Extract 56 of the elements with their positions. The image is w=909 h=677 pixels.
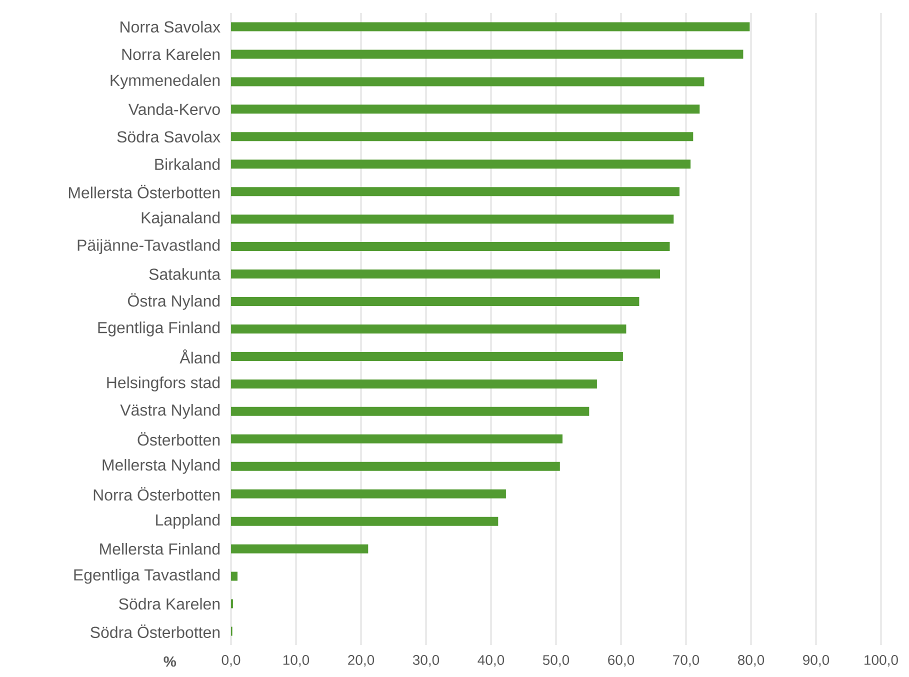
y-tick-label: Birkaland bbox=[155, 158, 220, 170]
bar bbox=[231, 214, 674, 224]
x-axis-title: % bbox=[164, 656, 176, 667]
x-tick-label: 70,0 bbox=[673, 655, 700, 667]
bar bbox=[231, 462, 560, 471]
y-tick-label: Norra Österbotten bbox=[94, 487, 220, 501]
y-tick-label: Södra Österbotten bbox=[90, 624, 220, 638]
y-tick-label: Norra Savolax bbox=[120, 20, 220, 33]
x-tick-label: 20,0 bbox=[348, 655, 374, 667]
y-tick-label: Helsingfors stad bbox=[107, 376, 220, 392]
bar bbox=[231, 132, 694, 142]
y-tick-label: Mellersta Nyland bbox=[102, 458, 220, 474]
bar bbox=[231, 516, 498, 526]
bar bbox=[231, 572, 238, 581]
y-tick-label: Södra Savolax bbox=[117, 130, 220, 143]
x-tick-label: 10,0 bbox=[283, 655, 310, 667]
x-tick-label: 0,0 bbox=[222, 655, 240, 667]
x-tick-label: 30,0 bbox=[412, 655, 440, 667]
bar bbox=[231, 77, 704, 86]
y-tick-label: Egentliga Tavastland bbox=[74, 568, 220, 584]
bar bbox=[231, 352, 623, 361]
x-tick-label: 50,0 bbox=[542, 655, 570, 667]
bar bbox=[231, 379, 597, 388]
bar bbox=[231, 104, 700, 114]
bar bbox=[231, 434, 563, 444]
y-tick-label: Västra Nyland bbox=[120, 404, 220, 419]
y-tick-label: Södra Karelen bbox=[119, 598, 220, 610]
y-tick-label: Vanda-Kervo bbox=[128, 103, 220, 116]
bar bbox=[231, 22, 750, 32]
y-tick-label: Lappland bbox=[156, 514, 220, 529]
x-tick-label: 40,0 bbox=[478, 655, 504, 667]
y-tick-label: Satakunta bbox=[149, 268, 221, 280]
y-tick-label: Norra Karelen bbox=[122, 48, 220, 60]
x-tick-label: 80,0 bbox=[738, 655, 764, 667]
y-tick-label: Mellersta Österbotten bbox=[68, 184, 220, 198]
y-tick-label: Egentliga Finland bbox=[98, 322, 220, 336]
y-tick-label: Östra Nyland bbox=[128, 293, 220, 310]
y-tick-label: Österbotten bbox=[138, 432, 220, 446]
bar bbox=[231, 50, 744, 59]
bar bbox=[231, 297, 640, 306]
y-tick-label: Päijänne-Tavastland bbox=[78, 239, 220, 254]
bar bbox=[231, 489, 506, 498]
y-tick-label: Kajanaland bbox=[142, 212, 220, 227]
bar bbox=[231, 160, 691, 169]
y-tick-label: Åland bbox=[180, 349, 220, 364]
bar bbox=[231, 242, 670, 252]
bar bbox=[231, 270, 660, 279]
bar bbox=[231, 324, 626, 334]
x-tick-label: 90,0 bbox=[803, 655, 830, 667]
x-tick-label: 100,0 bbox=[864, 655, 898, 667]
x-tick-label: 60,0 bbox=[608, 655, 634, 667]
bar bbox=[231, 544, 368, 554]
y-tick-label: Kymmenedalen bbox=[110, 74, 220, 90]
y-tick-label: Mellersta Finland bbox=[100, 542, 220, 555]
bar bbox=[231, 187, 680, 196]
bar bbox=[231, 406, 590, 416]
